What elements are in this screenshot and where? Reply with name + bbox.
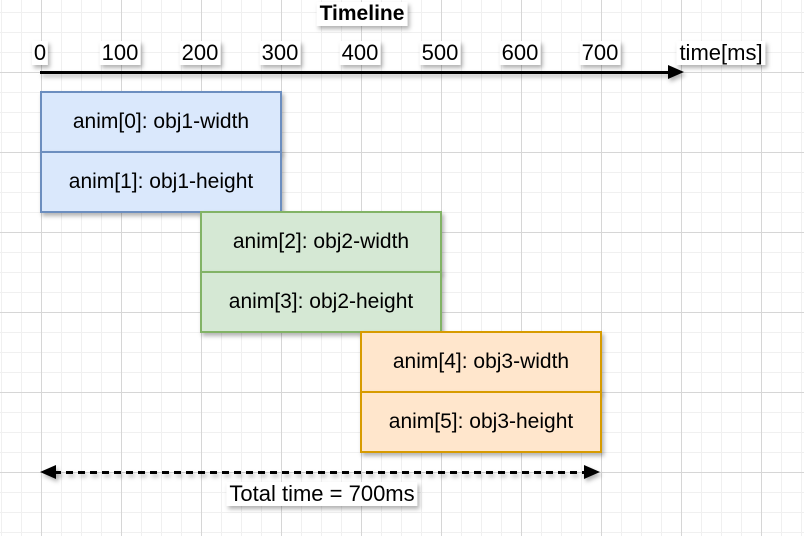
animation-bar-obj1-height[interactable]: anim[1]: obj1-height (40, 151, 282, 213)
animation-bar-obj2-height[interactable]: anim[3]: obj2-height (200, 271, 442, 333)
total-time-left-arrowhead-icon (40, 465, 56, 479)
total-time-label: Total time = 700ms (226, 482, 418, 506)
animation-bar-obj3-height[interactable]: anim[5]: obj3-height (360, 391, 602, 453)
axis-tick-label-400: 400 (339, 40, 381, 65)
time-axis-arrowhead-icon (668, 65, 684, 79)
animation-bar-obj1-width[interactable]: anim[0]: obj1-width (40, 91, 282, 153)
animation-bar-label: anim[4]: obj3-width (392, 350, 570, 373)
axis-unit-label: time[ms] (676, 41, 766, 65)
total-time-right-arrowhead-icon (584, 465, 600, 479)
animation-bar-obj2-width[interactable]: anim[2]: obj2-width (200, 211, 442, 273)
axis-tick-label-500: 500 (419, 40, 461, 65)
axis-tick-label-300: 300 (259, 40, 301, 65)
axis-tick-label-600: 600 (499, 40, 541, 65)
diagram-title: Timeline (316, 2, 408, 26)
axis-tick-label-200: 200 (179, 40, 221, 65)
total-time-dashed-line (54, 471, 586, 474)
axis-tick-label-100: 100 (99, 40, 141, 65)
time-axis-line (40, 71, 670, 74)
animation-bar-obj3-width[interactable]: anim[4]: obj3-width (360, 331, 602, 393)
animation-bar-label: anim[3]: obj2-height (228, 290, 414, 313)
axis-tick-label-0: 0 (31, 40, 49, 65)
animation-bar-label: anim[0]: obj1-width (72, 110, 250, 133)
axis-tick-label-700: 700 (579, 40, 621, 65)
animation-bar-label: anim[5]: obj3-height (388, 410, 574, 433)
animation-bar-label: anim[1]: obj1-height (68, 170, 254, 193)
animation-bar-label: anim[2]: obj2-width (232, 230, 410, 253)
